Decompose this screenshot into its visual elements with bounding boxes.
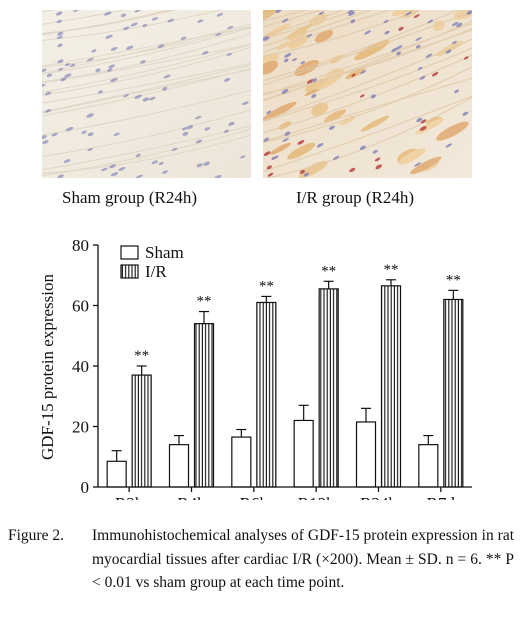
significance-marker: ** [197, 294, 212, 310]
ir-bar [256, 301, 277, 488]
significance-marker: ** [259, 278, 274, 294]
significance-marker: ** [384, 262, 399, 278]
figure-label: Figure 2. [8, 527, 64, 544]
sham-bar [231, 436, 252, 488]
x-tick-label: R4h [177, 494, 206, 500]
x-tick-label: R24h [360, 494, 397, 500]
x-tick-label: R12h [298, 494, 335, 500]
sham-micrograph [42, 10, 251, 178]
x-tick-label: R6h [240, 494, 269, 500]
ir-bar [318, 288, 339, 488]
y-axis-label: GDF-15 protein expression [38, 273, 57, 460]
legend-label-ir: I/R [145, 262, 167, 281]
ir-bar [443, 298, 464, 488]
sham-bar [355, 421, 377, 488]
y-tick-label: 60 [72, 297, 89, 316]
figure-caption-text: Immunohistochemical analyses of GDF-15 p… [92, 527, 514, 591]
sham-bar [418, 444, 439, 488]
y-tick-label: 80 [72, 236, 89, 255]
sham-bar [168, 444, 190, 488]
figure-caption: Figure 2. Immunohistochemical analyses o… [8, 524, 514, 595]
ir-panel-caption: I/R group (R24h) [296, 188, 415, 207]
x-tick-label: R7d [427, 494, 456, 500]
legend-swatch-sham [120, 245, 139, 260]
sham-bar [293, 419, 314, 488]
x-tick-label: R2h [115, 494, 144, 500]
sham-bar [106, 460, 127, 488]
significance-marker: ** [446, 272, 461, 288]
ir-micrograph [263, 10, 472, 178]
legend-swatch-ir [120, 264, 139, 279]
gdf15-bar-chart: GDF-15 protein expression 0 20 40 60 80 ** **… [38, 236, 472, 500]
significance-marker: ** [321, 263, 336, 279]
ir-bar [380, 285, 402, 488]
legend-label-sham: Sham [145, 243, 184, 262]
ir-bar [193, 323, 215, 488]
ir-bar [131, 374, 152, 488]
y-tick-label: 0 [81, 478, 90, 497]
y-tick-label: 40 [72, 357, 89, 376]
sham-panel-caption: Sham group (R24h) [62, 188, 198, 207]
y-tick-label: 20 [72, 418, 89, 437]
significance-marker: ** [134, 348, 149, 364]
